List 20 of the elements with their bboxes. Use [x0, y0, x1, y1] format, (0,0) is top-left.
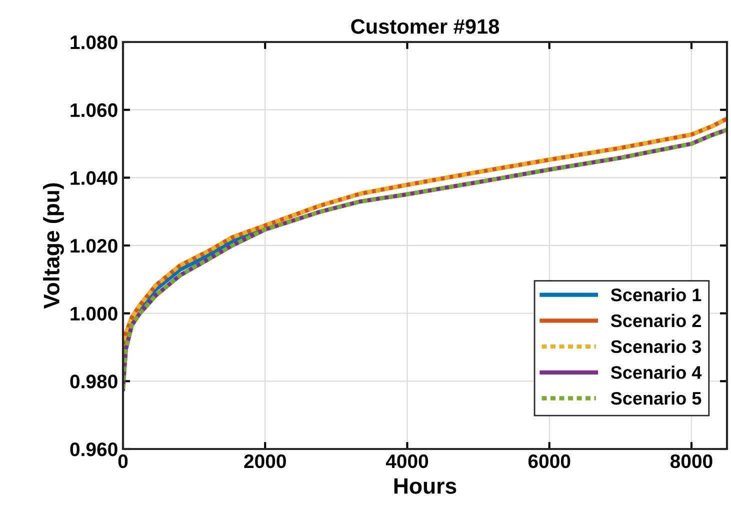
- y-tick-label: 0.960: [70, 442, 118, 456]
- x-tick-label: 8000: [670, 454, 712, 468]
- x-axis-title: Hours: [394, 478, 456, 494]
- chart-title: Customer #918: [351, 19, 500, 34]
- legend-label: Scenario 5: [610, 392, 702, 405]
- x-tick-label: 2000: [244, 454, 286, 468]
- legend-label: Scenario 4: [610, 366, 702, 379]
- y-axis-title: Voltage (pu): [43, 183, 64, 309]
- y-tick-label: 1.020: [70, 238, 118, 253]
- legend-label: Scenario 3: [610, 340, 702, 354]
- x-tick-label: 0: [118, 454, 128, 468]
- x-tick-label: 4000: [386, 454, 428, 468]
- x-tick-label: 6000: [528, 454, 570, 468]
- y-tick-label: 1.040: [70, 171, 118, 185]
- y-tick-label: 0.980: [70, 374, 118, 388]
- legend-label: Scenario 2: [610, 314, 701, 328]
- y-tick-label: 1.000: [70, 306, 118, 321]
- y-tick-label: 1.080: [70, 35, 118, 50]
- legend-label: Scenario 1: [610, 288, 702, 302]
- y-tick-label: 1.060: [70, 103, 118, 118]
